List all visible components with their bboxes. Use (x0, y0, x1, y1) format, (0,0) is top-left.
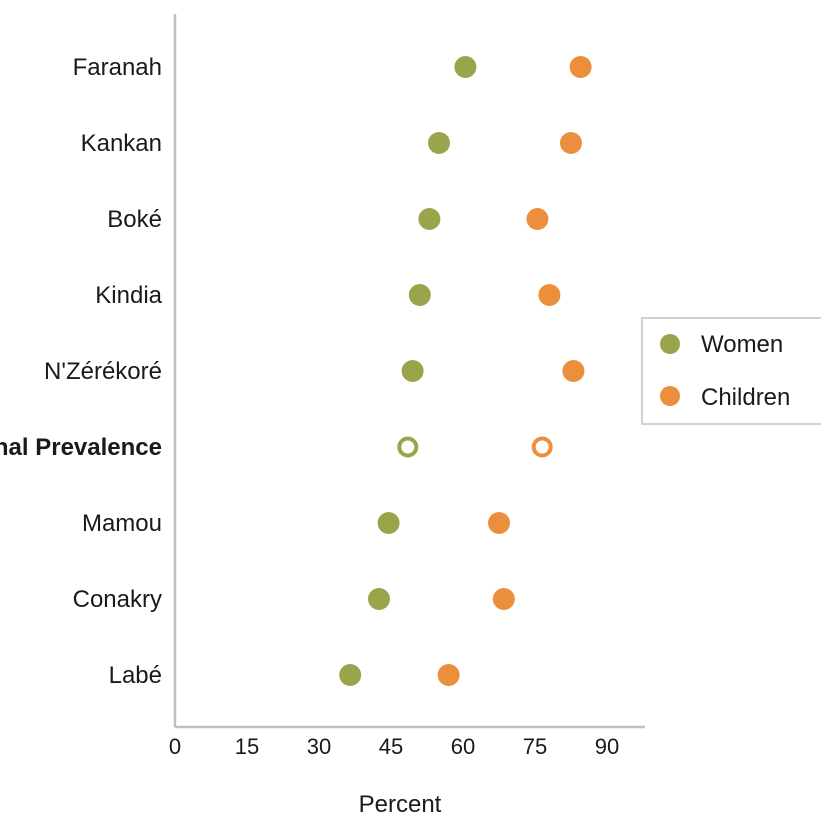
legend-label-children: Children (701, 384, 790, 411)
data-points (339, 56, 592, 686)
point-children-n-zerekore (562, 360, 585, 382)
category-label-kindia: Kindia (95, 282, 162, 309)
category-label-conakry: Conakry (73, 586, 162, 613)
legend-marker-women (660, 334, 680, 354)
point-children-faranah (569, 56, 592, 78)
point-children-labe (437, 664, 460, 686)
x-tick-label-0: 0 (169, 734, 181, 759)
category-labels: Faranah Kankan Boké Kindia N'Zérékoré Nationa… (0, 54, 163, 689)
point-children-national-prevalence (531, 436, 553, 458)
x-tick-label-45: 45 (379, 734, 403, 759)
point-children-kankan (560, 132, 582, 154)
point-women-kindia (408, 284, 431, 306)
x-axis-title: Percent (359, 791, 442, 814)
point-women-national-prevalence (397, 436, 419, 458)
point-women-boke (418, 208, 441, 230)
x-tick-label-15: 15 (235, 734, 259, 759)
x-tick-labels: 0 15 30 45 60 75 90 (169, 734, 619, 759)
point-children-boke (526, 208, 549, 230)
legend-label-women: Women (701, 331, 783, 358)
point-children-kindia (538, 284, 561, 306)
category-label-mamou: Mamou (82, 510, 162, 537)
x-tick-label-30: 30 (307, 734, 331, 759)
legend-marker-children (660, 386, 680, 406)
x-tick-label-90: 90 (595, 734, 619, 759)
x-tick-label-75: 75 (523, 734, 547, 759)
legend: Women Children (641, 317, 821, 425)
point-women-labe (339, 664, 362, 686)
point-children-mamou (488, 512, 510, 534)
category-label-labe: Labé (109, 662, 162, 689)
point-women-conakry (368, 588, 390, 610)
point-women-n-zerekore (401, 360, 424, 382)
x-tick-label-60: 60 (451, 734, 475, 759)
category-label-faranah: Faranah (73, 54, 162, 81)
point-women-kankan (428, 132, 450, 154)
point-women-mamou (377, 512, 400, 534)
category-label-n-zerekore: N'Zérékoré (44, 358, 162, 385)
point-children-conakry (492, 588, 515, 610)
point-women-faranah (454, 56, 477, 78)
category-label-national-prevalence: National Prevalence (0, 434, 162, 461)
category-label-kankan: Kankan (81, 130, 162, 157)
category-label-boke: Boké (107, 206, 162, 233)
